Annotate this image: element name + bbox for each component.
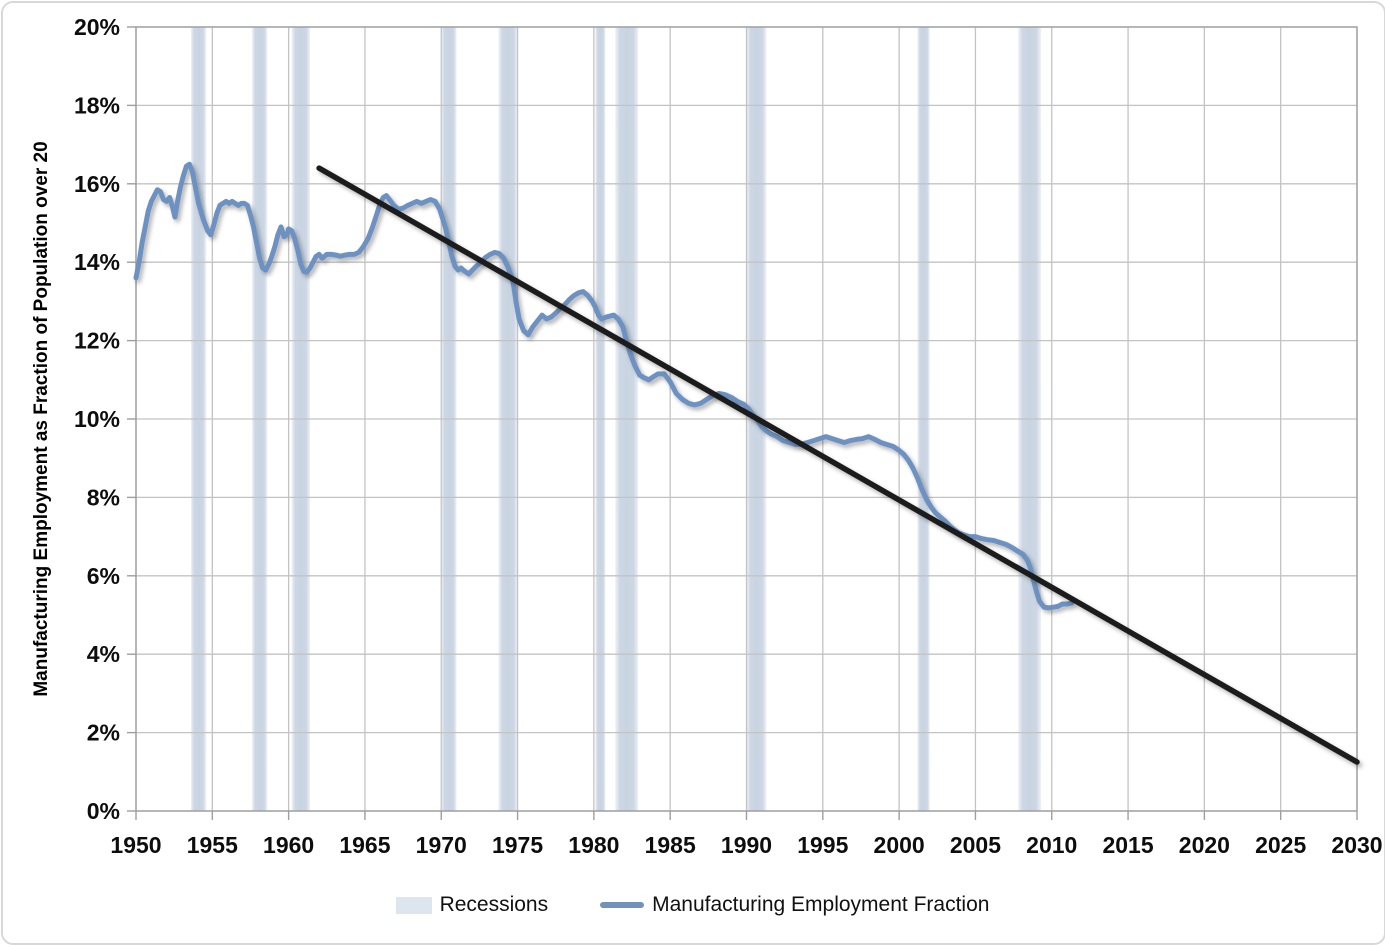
x-tick-label: 2025 (1255, 832, 1306, 858)
x-tick-label: 2000 (874, 832, 925, 858)
employment-line (133, 161, 1075, 611)
y-axis-title: Manufacturing Employment as Fraction of … (31, 141, 52, 696)
legend-item-recessions: Recessions (395, 893, 549, 917)
line-swatch-icon (600, 902, 645, 908)
y-tick-label: 10% (74, 406, 120, 432)
x-tick-label: 1955 (187, 832, 238, 858)
x-tick-label: 1990 (721, 832, 772, 858)
trend-line (316, 165, 1360, 765)
legend-label-recessions: Recessions (439, 893, 549, 916)
legend-label-employment: Manufacturing Employment Fraction (652, 893, 990, 916)
y-tick-label: 18% (74, 92, 120, 118)
gridlines (135, 26, 1358, 812)
x-tick-label: 1970 (416, 832, 467, 858)
x-axis-labels: 1950 1955 1960 1965 1970 1975 1980 1985 1990 1995… (110, 832, 1382, 858)
x-tick-label: 2020 (1179, 832, 1230, 858)
x-tick-label: 1985 (645, 832, 696, 858)
y-tick-label: 6% (87, 563, 120, 589)
y-axis-labels: 0% 2% 4% 6% 8% 10% 12% 14% 16% 18% 20% (74, 14, 120, 824)
y-tick-label: 16% (74, 171, 120, 197)
x-tick-label: 1980 (568, 832, 619, 858)
y-tick-label: 2% (87, 720, 120, 746)
x-tick-label: 1965 (339, 832, 390, 858)
x-tick-label: 2030 (1331, 832, 1382, 858)
legend: Recessions Manufacturing Employment Frac… (0, 893, 1385, 917)
x-tick-label: 1950 (110, 832, 161, 858)
x-tick-label: 2010 (1026, 832, 1077, 858)
x-tick-label: 2015 (1102, 832, 1153, 858)
x-tick-label: 1995 (797, 832, 848, 858)
legend-item-employment: Manufacturing Employment Fraction (600, 893, 989, 917)
x-tick-label: 1975 (492, 832, 543, 858)
axis-ticks (127, 26, 1358, 820)
y-tick-label: 20% (74, 14, 120, 40)
y-tick-label: 12% (74, 328, 120, 354)
y-tick-label: 0% (87, 798, 120, 824)
y-tick-label: 14% (74, 249, 120, 275)
series-lines (133, 161, 1360, 765)
x-tick-label: 1960 (263, 832, 314, 858)
y-tick-label: 4% (87, 641, 120, 667)
y-tick-label: 8% (87, 484, 120, 510)
x-tick-label: 2005 (950, 832, 1001, 858)
recession-swatch-icon (395, 896, 432, 914)
